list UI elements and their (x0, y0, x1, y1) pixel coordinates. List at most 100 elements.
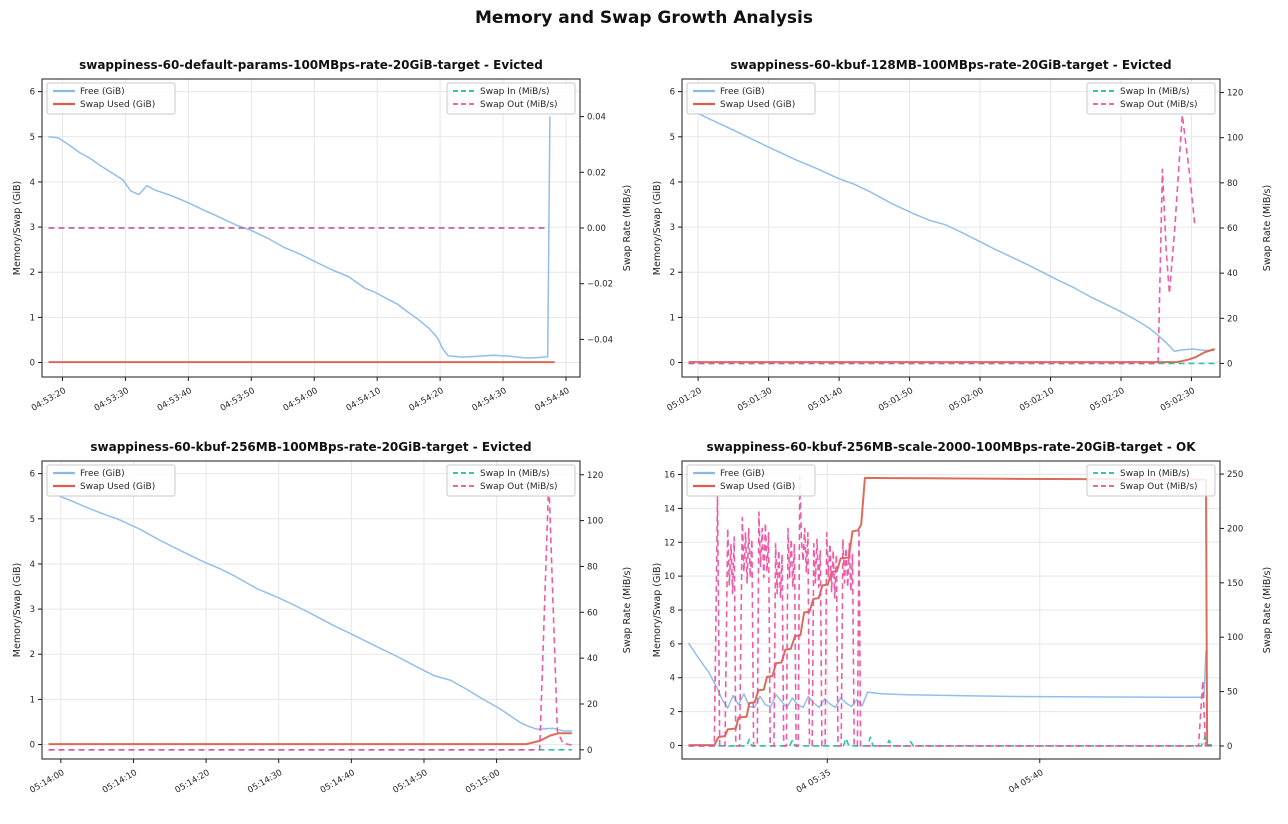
legend-label: Swap In (MiB/s) (480, 469, 550, 479)
x-tick-label: 05:14:30 (246, 768, 284, 796)
y-tick-label-right: 150 (1227, 579, 1243, 589)
legend-box (46, 82, 176, 115)
y-tick-label-left: 1 (30, 313, 35, 323)
x-tick-label: 05:14:40 (319, 768, 357, 796)
y-axis-label-left: Memory/Swap (GiB) (12, 563, 23, 657)
y-axis-label-right: Swap Rate (MiB/s) (622, 185, 633, 271)
y-axis-label-left: Memory/Swap (GiB) (12, 181, 23, 275)
y-tick-label-left: 5 (30, 133, 35, 143)
y-tick-label-left: 4 (30, 178, 35, 188)
y-tick-label-left: 14 (664, 504, 675, 514)
legend-label: Swap In (MiB/s) (480, 87, 550, 97)
chart-canvas: 04 05:35 04 05:40 0 2 4 6 8 10 12 14 16 0 50 100 150 20… (652, 460, 1273, 796)
legend-label: Free (GiB) (80, 469, 125, 479)
legend-box (686, 82, 816, 115)
y-tick-label-left: 2 (30, 268, 35, 278)
y-tick-label-right: 120 (587, 471, 603, 481)
y-tick-label-left: 0 (670, 359, 675, 369)
y-tick-label-right: 80 (1227, 179, 1238, 189)
legend-label: Swap In (MiB/s) (1120, 87, 1190, 97)
x-tick-label: 04:54:30 (470, 386, 508, 414)
x-tick-label: 04:54:00 (282, 386, 320, 414)
y-tick-label-right: 0 (1227, 359, 1232, 369)
y-tick-label-left: 5 (670, 133, 675, 143)
x-tick-label: 05:01:20 (666, 386, 704, 414)
y-tick-label-left: 2 (30, 650, 35, 660)
y-tick-label-left: 16 (664, 471, 675, 481)
y-tick-label-right: 100 (587, 517, 603, 527)
x-tick-label: 05:01:30 (736, 386, 774, 414)
y-tick-label-left: 1 (30, 695, 35, 705)
series-swap-out-line (688, 475, 1212, 747)
x-tick-label: 05:02:20 (1088, 386, 1126, 414)
y-tick-label-left: 2 (670, 268, 675, 278)
x-tick-label: 04 05:40 (1007, 768, 1045, 796)
legend-memory: Free (GiB) Swap Used (GiB) (686, 82, 816, 115)
y-tick-label-right: 0 (1227, 742, 1232, 752)
x-tick-label: 05:14:50 (391, 768, 429, 796)
legend-label: Swap Used (GiB) (720, 100, 795, 110)
legend-label: Swap Out (MiB/s) (1120, 482, 1198, 492)
legend-swap-rate: Swap In (MiB/s) Swap Out (MiB/s) (446, 464, 576, 497)
x-tick-label: 04:53:30 (93, 386, 131, 414)
x-tick-label: 04:54:10 (345, 386, 383, 414)
y-tick-label-right: 0.04 (587, 113, 606, 123)
y-tick-label-left: 0 (30, 741, 35, 751)
legend-box (1086, 82, 1216, 115)
legend-label: Swap Out (MiB/s) (1120, 100, 1198, 110)
y-tick-label-left: 3 (670, 223, 675, 233)
y-axis-label-right: Swap Rate (MiB/s) (1262, 567, 1273, 653)
y-tick-label-right: 60 (1227, 224, 1238, 234)
y-axis-label-left: Memory/Swap (GiB) (652, 181, 663, 275)
y-tick-label-right: 50 (1227, 688, 1238, 698)
series-free-line (48, 116, 551, 359)
y-tick-label-right: −0.02 (587, 280, 613, 290)
subplot-kbuf-256mb-scale-2000: swappiness-60-kbuf-256MB-scale-2000-100M… (650, 438, 1278, 814)
chart-canvas: 05:14:00 05:14:10 05:14:20 05:14:30 05:14:40… (12, 460, 633, 796)
legend-memory: Free (GiB) Swap Used (GiB) (46, 464, 176, 497)
x-tick-label: 05:02:30 (1159, 386, 1197, 414)
legend-swap-rate: Swap In (MiB/s) Swap Out (MiB/s) (1086, 82, 1216, 115)
plot-border (41, 460, 581, 760)
legend-box (686, 464, 816, 497)
y-tick-label-right: 0 (587, 746, 592, 756)
x-tick-label: 04:54:40 (533, 386, 571, 414)
y-tick-label-right: 250 (1227, 470, 1243, 480)
legend-memory: Free (GiB) Swap Used (GiB) (46, 82, 176, 115)
x-tick-label: 05:14:00 (28, 768, 66, 796)
chart-title: swappiness-60-default-params-100MBps-rat… (79, 58, 543, 72)
y-tick-label-left: 12 (664, 538, 675, 548)
y-axis-label-left: Memory/Swap (GiB) (652, 563, 663, 657)
y-tick-label-right: 200 (1227, 524, 1243, 534)
y-tick-label-left: 4 (30, 560, 35, 570)
series-free-line (48, 491, 572, 732)
legend-label: Swap Out (MiB/s) (480, 482, 558, 492)
series-swap-in-line (688, 736, 1212, 747)
y-tick-label-left: 4 (670, 674, 675, 684)
y-tick-label-right: 100 (1227, 633, 1243, 643)
y-tick-label-right: 80 (587, 562, 598, 572)
series-swap-used-line (48, 732, 572, 746)
legend-label: Free (GiB) (80, 87, 125, 97)
y-tick-label-left: 6 (670, 640, 675, 650)
chart-title: swappiness-60-kbuf-128MB-100MBps-rate-20… (730, 58, 1172, 72)
y-tick-label-left: 0 (670, 741, 675, 751)
y-tick-label-left: 6 (670, 88, 675, 98)
y-tick-label-right: 0.00 (587, 224, 606, 234)
series-swap-used-line (688, 476, 1212, 747)
x-tick-label: 05:14:20 (174, 768, 212, 796)
x-tick-label: 04 05:35 (795, 768, 833, 796)
legend-memory: Free (GiB) Swap Used (GiB) (686, 464, 816, 497)
y-tick-label-right: 100 (1227, 134, 1243, 144)
series-swap-out-line (48, 478, 573, 751)
y-axis-label-right: Swap Rate (MiB/s) (1262, 185, 1273, 271)
legend-box (446, 82, 576, 115)
y-tick-label-right: 20 (587, 700, 598, 710)
x-tick-label: 05:02:00 (947, 386, 985, 414)
y-tick-label-left: 2 (670, 708, 675, 718)
x-tick-label: 05:01:50 (877, 386, 915, 414)
y-tick-label-right: 40 (587, 654, 598, 664)
legend-swap-rate: Swap In (MiB/s) Swap Out (MiB/s) (446, 82, 576, 115)
legend-box (446, 464, 576, 497)
